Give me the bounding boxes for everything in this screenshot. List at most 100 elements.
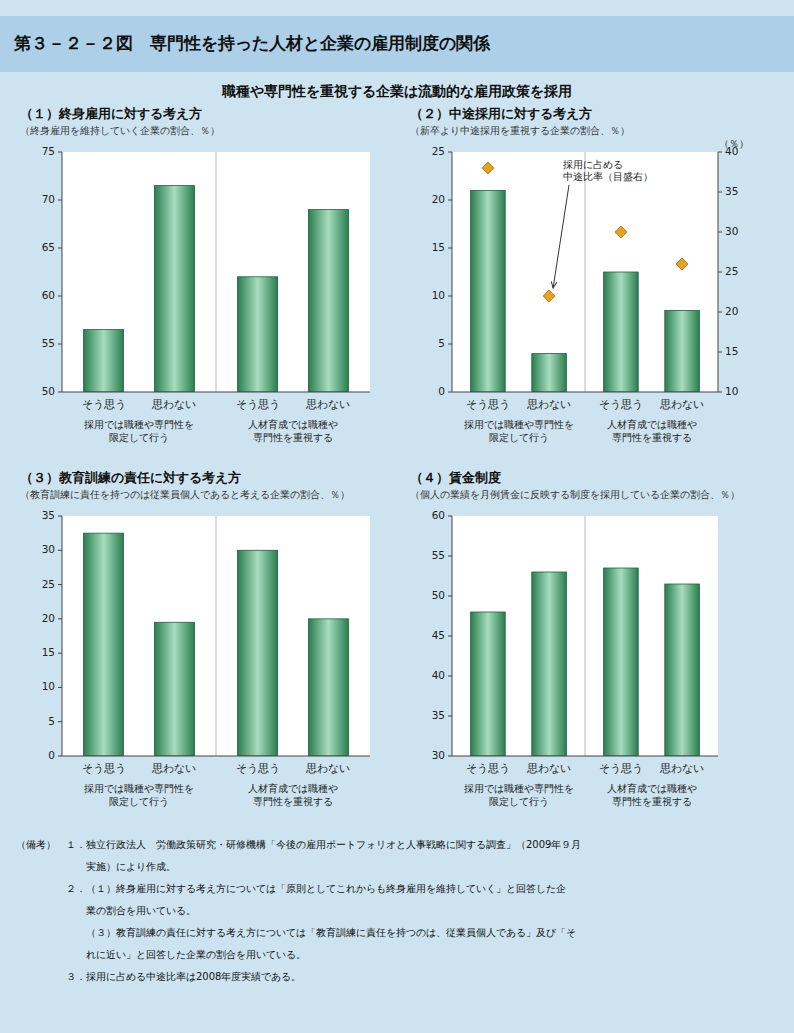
category-label: そう思う (599, 398, 643, 411)
text-line: 限定して行う (489, 432, 549, 443)
panel-title: （１）終身雇用に対する考え方 (20, 106, 202, 121)
category-label: 思わない (526, 398, 571, 410)
y-tick (58, 653, 62, 654)
y-tick (58, 687, 62, 688)
plot-area (452, 516, 718, 756)
y2-tick (718, 392, 722, 393)
y-tick (58, 756, 62, 757)
text-line: 採用に占める (563, 159, 623, 170)
marks (84, 186, 349, 392)
y-tick (448, 676, 452, 677)
y-tick (58, 296, 62, 297)
y-tick (58, 721, 62, 722)
bar (604, 568, 639, 756)
note: （備考） １．独立行政法人 労働政策研究・研修機構「今後の雇用ポートフォリオと人… (16, 839, 581, 850)
bar (665, 584, 700, 756)
panel-title: （３）教育訓練の責任に対する考え方 (20, 470, 241, 485)
y-tick-label: 35 (432, 709, 445, 721)
y-tick (58, 584, 62, 585)
y2-tick (718, 352, 722, 353)
y-tick (448, 392, 452, 393)
y-tick-label: 30 (42, 543, 55, 555)
y2-tick-label: 35 (725, 185, 738, 197)
text-line: 採用では職種や専門性を (84, 783, 194, 794)
bar (84, 330, 124, 392)
panel: （１）終身雇用に対する考え方（終身雇用を維持していく企業の割合、％）505560… (20, 106, 370, 443)
panel: （４）賃金制度（個人の業績を月例賃金に反映する制度を採用している企業の割合、％）… (410, 470, 740, 807)
y2-tick (718, 152, 722, 153)
y-tick-label: 20 (432, 193, 445, 205)
y-tick (58, 200, 62, 201)
note: ２．（１）終身雇用に対する考え方については「原則としてこれからも終身雇用を維持し… (16, 883, 566, 894)
x-axis-line (452, 756, 718, 757)
y-tick-label: 5 (438, 337, 445, 349)
group-separator (216, 516, 217, 756)
panel: （２）中途採用に対する考え方（新卒より中途採用を重視する企業の割合、％）0510… (410, 106, 749, 443)
bar (238, 277, 278, 392)
category-label: そう思う (236, 398, 280, 411)
y2-tick (718, 232, 722, 233)
group-separator (585, 152, 586, 392)
text-line: 人材育成では職種や (607, 419, 697, 430)
note: 業の割合を用いている。 (16, 905, 196, 916)
category-label: 思わない (659, 762, 704, 774)
text-line: 採用では職種や専門性を (464, 419, 574, 430)
y-tick-label: 0 (48, 749, 55, 761)
y-tick (448, 344, 452, 345)
category-label: 思わない (151, 398, 196, 410)
y2-tick (718, 192, 722, 193)
y-axis-line (452, 152, 453, 392)
y-tick-label: 25 (42, 578, 55, 590)
y-axis-line (62, 152, 63, 392)
y2-axis-label: （％） (719, 138, 749, 149)
bar (532, 572, 567, 756)
category-label: そう思う (82, 398, 126, 411)
group-label: 採用では職種や専門性を限定して行う (84, 783, 194, 807)
y-tick (58, 618, 62, 619)
bar (308, 619, 348, 756)
y-tick-label: 50 (432, 589, 445, 601)
diamond-marker (543, 290, 555, 302)
bar (154, 186, 194, 392)
y-tick-label: 10 (42, 680, 55, 692)
y2-tick-label: 20 (725, 305, 738, 317)
category-label: 思わない (305, 762, 350, 774)
note: ３．採用に占める中途比率は2008年度実績である。 (16, 971, 301, 982)
y-tick-label: 15 (42, 646, 55, 658)
text-line: 中途比率（目盛右） (563, 171, 653, 182)
x-axis-line (62, 392, 370, 393)
text-line: 限定して行う (109, 796, 169, 807)
group-label: 人材育成では職種や専門性を重視する (248, 783, 338, 807)
y-tick (448, 516, 452, 517)
category-label: そう思う (236, 762, 280, 775)
text-line: 専門性を重視する (253, 432, 333, 443)
category-label: そう思う (466, 762, 510, 775)
y2-tick (718, 272, 722, 273)
category-label: 思わない (659, 398, 704, 410)
bar (154, 622, 194, 756)
category-label: 思わない (305, 398, 350, 410)
group-separator (585, 516, 586, 756)
text-line: 人材育成では職種や (248, 419, 338, 430)
y-tick-label: 60 (42, 289, 55, 301)
y-tick-label: 35 (42, 509, 55, 521)
bar (665, 310, 700, 392)
group-label: 人材育成では職種や専門性を重視する (607, 783, 697, 807)
panel-title: （２）中途採用に対する考え方 (410, 106, 592, 121)
group-label: 採用では職種や専門性を限定して行う (464, 419, 574, 443)
text-line: 限定して行う (489, 796, 549, 807)
y-tick-label: 75 (42, 145, 55, 157)
marks (84, 533, 349, 756)
diamond-marker (676, 258, 688, 270)
y2-tick (718, 312, 722, 313)
y-tick (58, 392, 62, 393)
y-tick (58, 550, 62, 551)
y-tick-label: 25 (432, 145, 445, 157)
subtitle: 職種や専門性を重視する企業は流動的な雇用政策を採用 (221, 83, 572, 99)
category-label: 思わない (526, 762, 571, 774)
y-tick (58, 248, 62, 249)
group-label: 採用では職種や専門性を限定して行う (84, 419, 194, 443)
y-tick (448, 248, 452, 249)
y-tick (58, 516, 62, 517)
annotation: 採用に占める中途比率（目盛右） (563, 159, 653, 182)
